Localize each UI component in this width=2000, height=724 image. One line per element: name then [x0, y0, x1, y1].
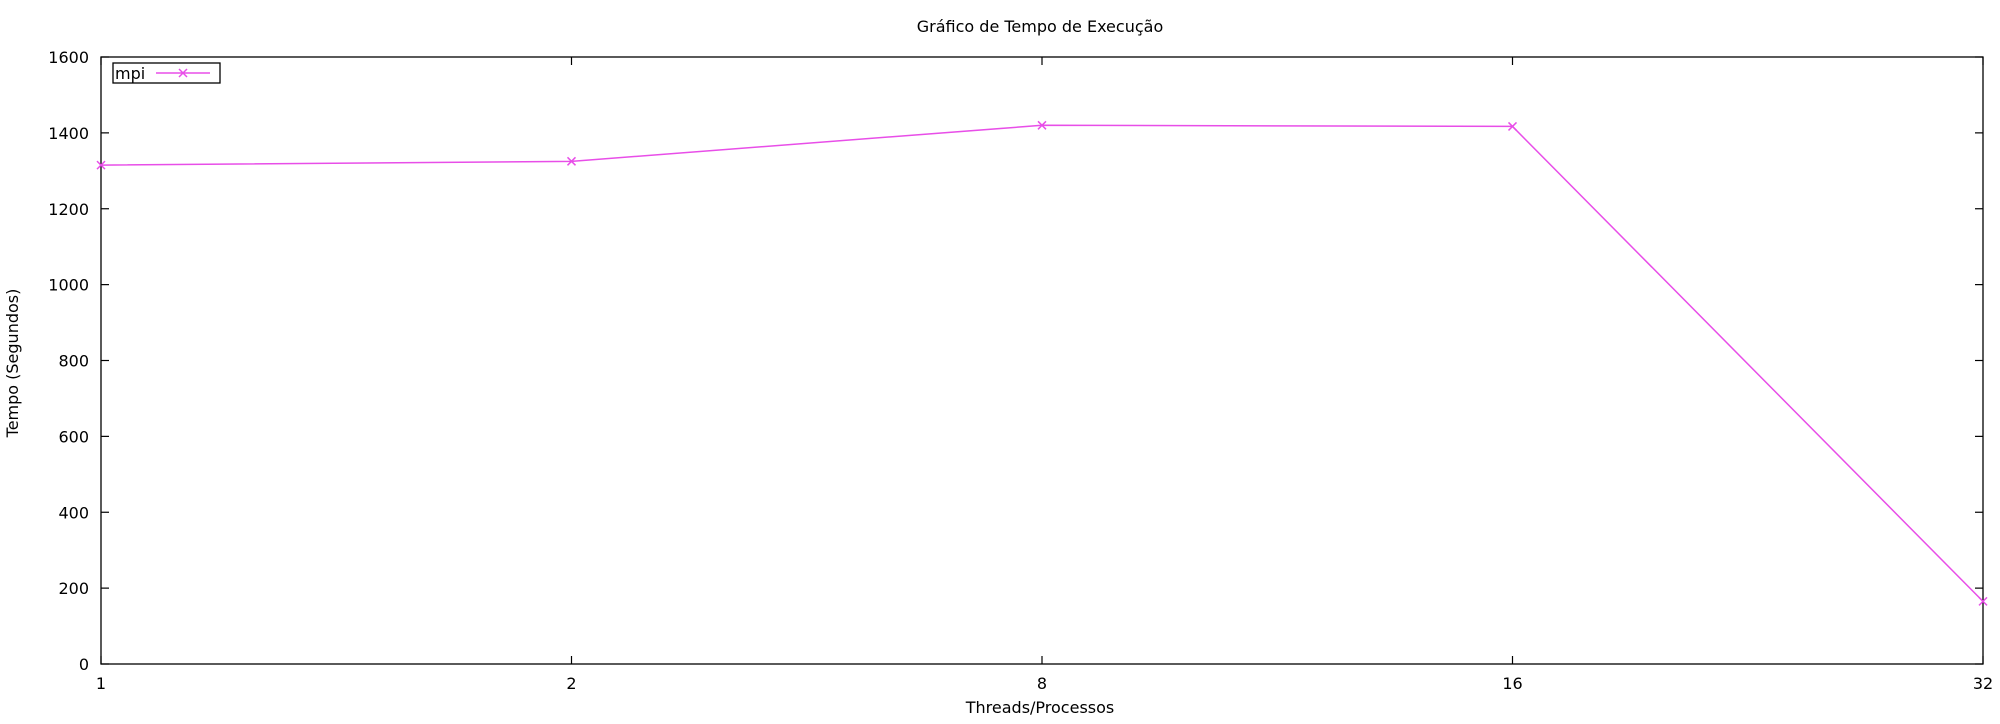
legend-marker-x [178, 68, 188, 78]
y-axis-title: Tempo (Segundos) [3, 289, 22, 439]
y-tick-label: 0 [79, 655, 89, 674]
data-point-mpi [1507, 121, 1518, 131]
y-tick-label: 1400 [48, 124, 89, 143]
x-axis-title: Threads/Processos [965, 698, 1115, 717]
y-tick-label: 400 [58, 503, 89, 522]
y-tick-label: 200 [58, 579, 89, 598]
x-tick-label: 16 [1502, 674, 1522, 693]
y-tick-label: 600 [58, 427, 89, 446]
x-tick-label: 8 [1037, 674, 1047, 693]
y-tick-label: 1000 [48, 276, 89, 295]
legend-marker-point [178, 68, 188, 78]
data-point-mpi [1978, 596, 1988, 606]
data-point-mpi [566, 156, 577, 166]
plot-area-border [100, 56, 1984, 665]
chart-title: Gráfico de Tempo de Execução [917, 17, 1163, 36]
y-tick-label: 1200 [48, 200, 89, 219]
x-tick-label: 32 [1973, 674, 1993, 693]
data-point-mpi [1037, 120, 1047, 130]
series-line-mpi [100, 124, 1984, 602]
y-tick-label: 1600 [48, 48, 89, 67]
legend: mpi [112, 62, 221, 84]
y-tick-label: 800 [58, 352, 89, 371]
data-point-mpi [96, 160, 106, 170]
legend-label-mpi: mpi [115, 64, 145, 83]
x-tick-label: 1 [96, 674, 106, 693]
x-tick-label: 2 [566, 674, 576, 693]
